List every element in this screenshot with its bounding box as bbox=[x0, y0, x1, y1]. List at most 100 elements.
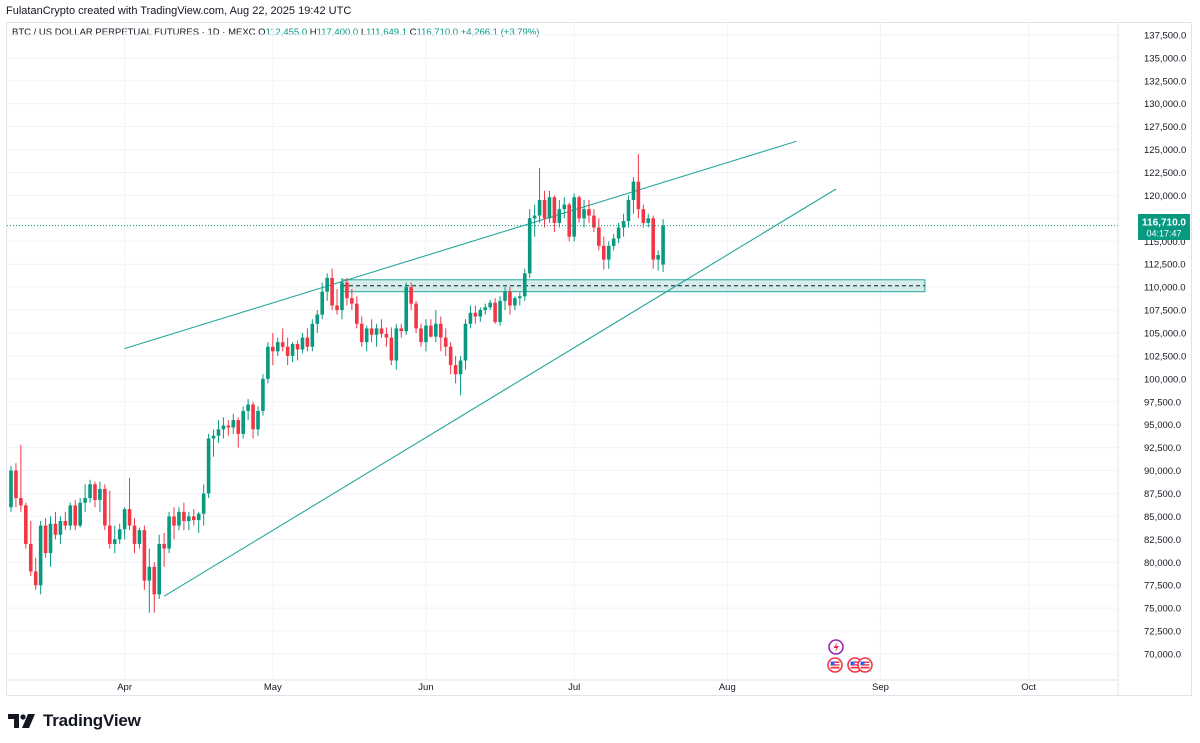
candle-body bbox=[429, 325, 433, 337]
candle bbox=[621, 213, 626, 237]
candle-body bbox=[53, 523, 58, 535]
us-flag-event-icon[interactable] bbox=[857, 657, 873, 673]
candle bbox=[93, 481, 97, 508]
candle bbox=[251, 401, 255, 439]
candle-body bbox=[98, 488, 102, 500]
y-tick-label: 77,500.0 bbox=[1144, 581, 1181, 592]
candle bbox=[58, 516, 63, 544]
candle-body bbox=[295, 343, 300, 350]
candle bbox=[424, 319, 428, 352]
candle-body bbox=[251, 404, 255, 430]
candle-body bbox=[483, 307, 488, 311]
candle-body bbox=[567, 204, 572, 237]
candle bbox=[369, 319, 374, 343]
candle-body bbox=[443, 337, 448, 347]
candle bbox=[226, 420, 231, 436]
candle bbox=[162, 532, 166, 567]
candle bbox=[271, 332, 275, 366]
candle-body bbox=[498, 300, 502, 322]
footer-brand: TradingView bbox=[8, 710, 141, 732]
candle-body bbox=[196, 513, 201, 521]
y-tick-label: 137,500.0 bbox=[1144, 30, 1186, 41]
candle-body bbox=[394, 328, 399, 361]
candle bbox=[646, 213, 651, 228]
candle-body bbox=[117, 529, 122, 540]
low-label: L bbox=[360, 27, 367, 38]
y-tick-label: 125,000.0 bbox=[1144, 145, 1186, 156]
x-tick-label: Jul bbox=[568, 682, 580, 693]
candle-body bbox=[606, 245, 611, 260]
y-tick-label: 87,500.0 bbox=[1144, 489, 1181, 500]
candle bbox=[359, 316, 364, 347]
y-tick-label: 112,500.0 bbox=[1144, 260, 1186, 271]
candle bbox=[290, 342, 295, 363]
brand-name: TradingView bbox=[43, 711, 141, 730]
candle bbox=[389, 327, 394, 366]
candle-body bbox=[33, 571, 38, 586]
candle-body bbox=[631, 181, 636, 200]
candle-body bbox=[542, 199, 547, 219]
upper-trendline bbox=[124, 140, 797, 350]
candle bbox=[182, 502, 186, 531]
candle bbox=[300, 332, 305, 354]
candle bbox=[117, 523, 122, 544]
candle bbox=[98, 481, 102, 512]
event-markers bbox=[827, 639, 873, 673]
candle-body bbox=[280, 342, 285, 347]
candle bbox=[83, 484, 87, 512]
candle-body bbox=[641, 209, 646, 223]
candle bbox=[508, 287, 512, 315]
candle-body bbox=[399, 328, 404, 332]
symbol-label[interactable]: BTC / US DOLLAR PERPETUAL FUTURES · 1D ·… bbox=[12, 27, 256, 38]
candle-body bbox=[78, 502, 82, 526]
candle-body bbox=[63, 521, 68, 526]
chart-frame[interactable] bbox=[6, 22, 1192, 696]
x-tick-label: May bbox=[264, 682, 282, 693]
candle bbox=[127, 477, 132, 531]
candle-body bbox=[503, 291, 507, 301]
candle bbox=[187, 511, 191, 531]
candle bbox=[547, 190, 552, 223]
candle-body bbox=[182, 511, 186, 522]
candle-body bbox=[651, 218, 655, 260]
y-tick-label: 85,000.0 bbox=[1144, 512, 1181, 523]
candle bbox=[221, 417, 226, 439]
change-value: +4,266.1 (+3.79%) bbox=[460, 27, 540, 38]
candle bbox=[211, 429, 216, 457]
candle bbox=[463, 319, 468, 370]
flash-event-icon[interactable] bbox=[828, 639, 844, 655]
candle-body bbox=[14, 470, 18, 499]
candle bbox=[631, 177, 636, 214]
y-tick-label: 110,000.0 bbox=[1144, 283, 1186, 294]
candle bbox=[19, 444, 23, 512]
candle-body bbox=[537, 199, 542, 216]
candle-body bbox=[611, 238, 616, 246]
candle-body bbox=[448, 346, 453, 366]
y-tick-label: 130,000.0 bbox=[1144, 99, 1186, 110]
close-label: C bbox=[409, 27, 417, 38]
candle bbox=[231, 413, 236, 434]
candle bbox=[409, 282, 413, 311]
y-tick-label: 100,000.0 bbox=[1144, 374, 1186, 385]
support-zone-layer bbox=[341, 279, 926, 293]
candle-body bbox=[473, 312, 478, 317]
high-value: 117,400.0 bbox=[316, 27, 359, 38]
candle-body bbox=[364, 328, 369, 343]
candle bbox=[636, 154, 641, 219]
candle-body bbox=[172, 516, 176, 526]
candle bbox=[602, 236, 606, 270]
candle-body bbox=[320, 291, 325, 315]
candle-body bbox=[527, 218, 532, 274]
candle-body bbox=[493, 302, 497, 322]
candle-body bbox=[522, 273, 527, 297]
candle-body bbox=[271, 346, 275, 352]
candle-body bbox=[355, 303, 359, 324]
candle-body bbox=[587, 209, 591, 216]
us-flag-event-icon[interactable] bbox=[827, 657, 843, 673]
candle bbox=[414, 300, 418, 333]
candle bbox=[498, 296, 502, 326]
candle-body bbox=[359, 323, 364, 343]
candle-body bbox=[285, 346, 290, 356]
candle-body bbox=[518, 296, 522, 299]
